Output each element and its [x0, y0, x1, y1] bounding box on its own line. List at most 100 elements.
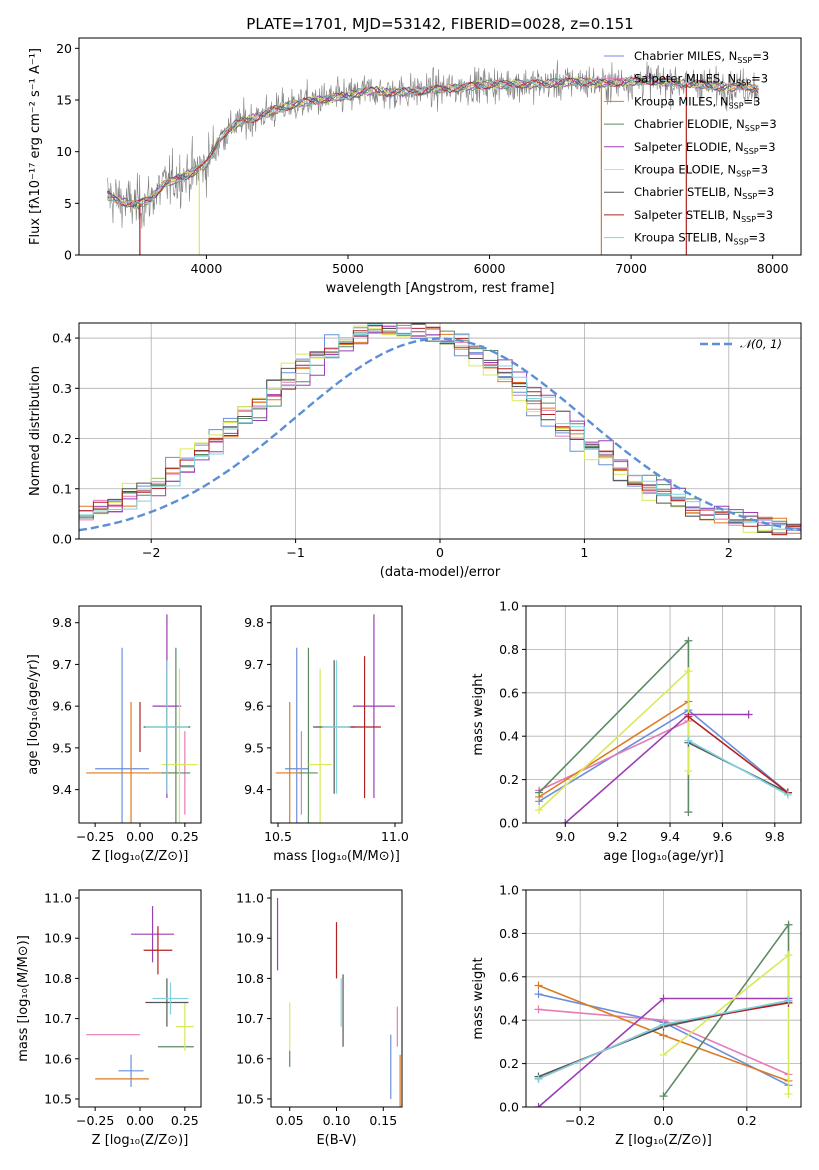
y-tick-label: 10.8	[44, 971, 72, 986]
errorbar-point	[322, 660, 351, 794]
y-tick-label: 0.3	[52, 381, 72, 396]
axes-frame	[525, 605, 802, 824]
y-tick-label: 10.6	[236, 1051, 264, 1066]
legend-label: Kroupa MILES, NSSP=3	[634, 94, 760, 110]
y-axis-label: mass [log₁₀(M/M⊙)]	[16, 935, 31, 1062]
plot-area	[86, 906, 194, 1087]
errorbar-point	[308, 668, 332, 823]
y-tick-label: 0.1	[52, 481, 72, 496]
plot-area	[106, 60, 759, 255]
errorbar-point	[275, 701, 304, 823]
model-spectrum	[106, 76, 759, 210]
x-tick-label: 9.2	[608, 829, 628, 844]
y-tick-label: 0.6	[499, 969, 519, 984]
y-axis-label: mass weight	[471, 957, 486, 1039]
y-tick-label: 10.5	[44, 1091, 72, 1106]
plot-area	[535, 636, 792, 823]
y-tick-label: 0.4	[499, 1013, 519, 1028]
weight-series-line	[663, 953, 790, 1094]
plot-area	[86, 614, 198, 823]
y-tick-label: 0	[64, 248, 72, 263]
x-tick-label: 0.2	[737, 1113, 757, 1128]
weight-marker	[535, 805, 544, 814]
y-tick-label: 0.8	[499, 926, 519, 941]
weight-marker	[784, 920, 793, 929]
weight-marker	[684, 712, 693, 721]
x-axis-label: E(B-V)	[316, 1133, 356, 1148]
errorbar-point	[152, 982, 189, 1015]
weight-marker	[684, 636, 693, 645]
axes-mass-vs-ebv: 0.05 0.10 0.15 10.5 10.6 10.7 10.8 10.9 11.0 E(B-…	[236, 889, 403, 1148]
y-axis-label: mass weight	[471, 673, 486, 755]
weight-marker	[534, 1005, 543, 1014]
y-tick-label: 0.4	[52, 331, 72, 346]
x-tick-label: 0.15	[369, 1113, 397, 1128]
legend-label: Kroupa STELIB, NSSP=3	[634, 231, 765, 247]
weight-marker	[534, 1074, 543, 1083]
x-tick-label: 5000	[332, 261, 364, 276]
weight-marker	[534, 1103, 543, 1107]
y-tick-label: 10.8	[236, 971, 264, 986]
errorbar-point	[348, 656, 381, 798]
y-tick-label: 9.4	[52, 782, 72, 797]
weight-marker	[784, 951, 793, 960]
weight-marker	[684, 667, 693, 676]
axes-frame	[78, 37, 802, 256]
y-tick-label: 9.5	[244, 740, 264, 755]
errorbar-point	[175, 1002, 194, 1051]
errorbar-point	[95, 647, 149, 823]
legend-label: 𝒩(0, 1)	[740, 337, 782, 351]
plot-area	[275, 614, 395, 823]
y-tick-label: 0.2	[499, 1056, 519, 1071]
normal-curve	[79, 337, 801, 532]
weight-marker	[783, 790, 792, 799]
x-tick-label: 0	[436, 545, 444, 560]
axes-mass-weight-vs-Z: −0.2 0.0 0.2 0.0 0.2 0.4 0.6 0.8 1.0 Z [log₁₀(Z/Z…	[471, 883, 802, 1148]
y-tick-label: 1.0	[499, 599, 519, 614]
axes-spectrum: 4000 5000 6000 7000 8000 0 5 10 15 20 wavelength […	[28, 37, 802, 296]
errorbar-point	[131, 906, 175, 963]
x-tick-label: 9.4	[660, 829, 680, 844]
legend-label: Salpeter MILES, NSSP=3	[634, 72, 768, 88]
histogram-step	[79, 323, 801, 539]
weight-series-line	[538, 720, 689, 792]
x-tick-label: −0.25	[76, 1113, 114, 1128]
weight-marker	[659, 1092, 668, 1101]
y-tick-label: 10.6	[44, 1051, 72, 1066]
y-tick-label: 10.9	[44, 931, 72, 946]
weight-marker	[684, 808, 693, 817]
y-tick-label: 10.7	[236, 1011, 264, 1026]
weight-marker	[684, 766, 693, 775]
y-tick-label: 5	[64, 196, 72, 211]
x-axis-label: Z [log₁₀(Z/Z⊙)]	[615, 1133, 712, 1148]
errorbar-point	[352, 614, 395, 798]
y-tick-label: 9.7	[244, 657, 264, 672]
x-tick-label: 7000	[615, 261, 647, 276]
legend-label: Chabrier ELODIE, NSSP=3	[634, 117, 777, 133]
x-tick-label: 0.25	[171, 829, 199, 844]
x-tick-label: −2	[142, 545, 160, 560]
y-tick-label: 9.8	[52, 615, 72, 630]
axes-mass-vs-Z: −0.25 0.00 0.25 10.5 10.6 10.7 10.8 10.9 11.0 Z […	[16, 889, 202, 1148]
y-tick-label: 9.5	[52, 740, 72, 755]
spectrum-legend: Chabrier MILES, NSSP=3 Salpeter MILES, NS…	[604, 49, 777, 247]
y-tick-label: 9.6	[52, 699, 72, 714]
weight-marker	[784, 996, 793, 1005]
y-tick-label: 10	[56, 144, 72, 159]
plot-area	[276, 898, 401, 1107]
y-tick-label: 9.6	[244, 699, 264, 714]
x-tick-label: −0.25	[76, 829, 114, 844]
weight-series-line	[687, 716, 789, 794]
weight-marker	[659, 1050, 668, 1059]
weight-marker	[535, 788, 544, 797]
x-tick-label: −1	[286, 545, 304, 560]
weight-series-line	[662, 922, 790, 1097]
y-tick-label: 0.8	[499, 642, 519, 657]
legend-label: Chabrier MILES, NSSP=3	[634, 49, 769, 65]
weight-marker	[561, 819, 570, 823]
x-tick-label: 9.6	[712, 829, 732, 844]
weight-marker	[659, 994, 668, 1003]
y-axis-label: Flux [fλ10⁻¹⁷ erg cm⁻² s⁻¹ A⁻¹]	[28, 48, 43, 245]
weight-marker	[744, 710, 753, 719]
errorbar-point	[145, 978, 189, 1027]
